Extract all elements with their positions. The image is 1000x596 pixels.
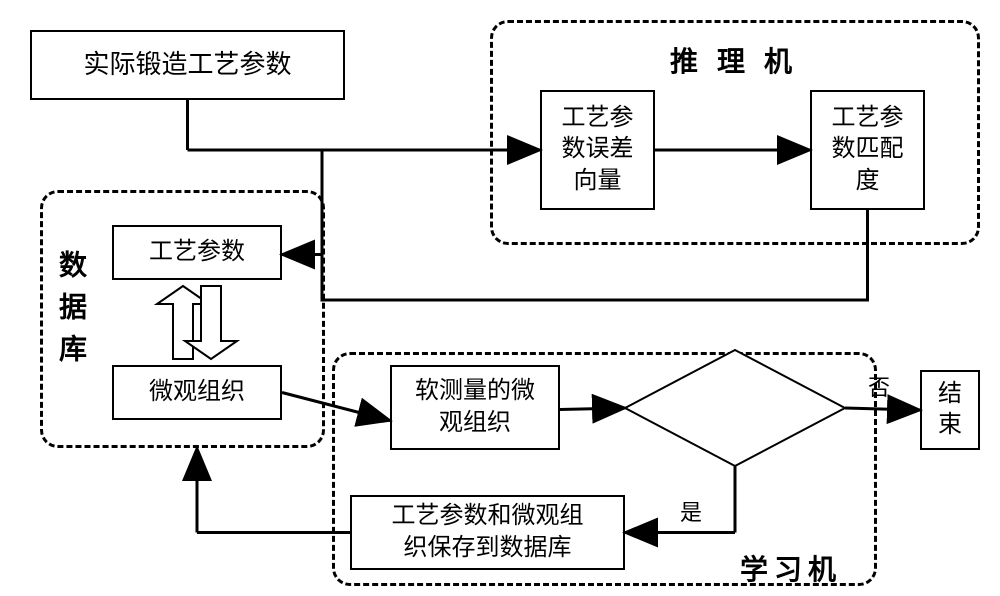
- input-label: 实际锻造工艺参数: [83, 48, 291, 82]
- error-vector-label: 工艺参 数误差 向量: [562, 103, 634, 197]
- end-label: 结 束: [938, 379, 962, 441]
- save-db-box: 工艺参数和微观组 织保存到数据库: [350, 495, 625, 570]
- error-vector-box: 工艺参 数误差 向量: [540, 90, 655, 210]
- match-degree-box: 工艺参 数匹配 度: [810, 90, 925, 210]
- save-db-label: 工艺参数和微观组 织保存到数据库: [392, 501, 584, 563]
- process-param-label: 工艺参数: [149, 237, 245, 268]
- match-degree-label: 工艺参 数匹配 度: [832, 103, 904, 197]
- edge-label-yes: 是: [680, 495, 702, 527]
- input-box: 实际锻造工艺参数: [30, 30, 345, 100]
- end-box: 结 束: [920, 370, 980, 450]
- learner-label: 学习机: [740, 548, 842, 588]
- soft-measure-box: 软测量的微 观组织: [390, 365, 560, 450]
- microstructure-box: 微观组织: [112, 365, 282, 420]
- decision-label: 是否是新微 观组织: [645, 368, 825, 448]
- database-label: 数据库: [50, 250, 90, 376]
- inference-label: 推 理 机: [670, 40, 798, 80]
- microstructure-label: 微观组织: [149, 377, 245, 408]
- edge-label-no: 否: [868, 370, 890, 402]
- soft-measure-label: 软测量的微 观组织: [415, 376, 535, 438]
- process-param-box: 工艺参数: [112, 225, 282, 280]
